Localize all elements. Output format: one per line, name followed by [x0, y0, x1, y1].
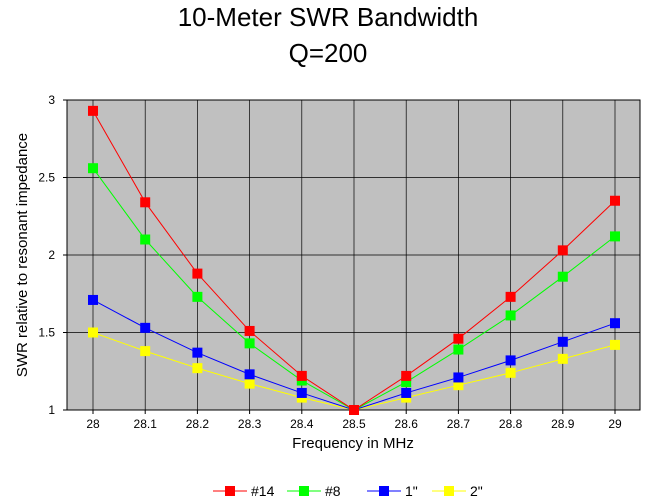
y-tick-label: 1	[48, 403, 55, 417]
legend-label: 2"	[470, 483, 483, 499]
x-tick-label: 28.2	[186, 417, 210, 431]
x-tick-label: 28.3	[238, 417, 262, 431]
legend-marker	[299, 486, 309, 496]
data-point	[296, 387, 307, 398]
data-point	[140, 346, 151, 357]
data-point	[557, 245, 568, 256]
x-tick-label: 28.4	[290, 417, 314, 431]
data-point	[140, 322, 151, 333]
data-point	[610, 231, 620, 242]
legend-label: 1"	[405, 483, 418, 499]
x-tick-label: 28.7	[447, 417, 471, 431]
x-tick-label: 29	[608, 417, 622, 431]
data-point	[88, 105, 98, 116]
legend-label: #8	[325, 483, 341, 499]
data-point	[453, 372, 464, 383]
data-point	[192, 363, 203, 374]
data-point	[296, 370, 307, 381]
series-0	[88, 105, 620, 415]
x-tick-label: 28.6	[395, 417, 419, 431]
legend-marker	[225, 486, 235, 496]
data-point	[401, 370, 412, 381]
data-point	[88, 327, 98, 338]
y-tick-label: 2.5	[38, 171, 55, 185]
legend-label: #14	[251, 483, 275, 499]
x-tick-label: 28.8	[499, 417, 523, 431]
data-point	[610, 318, 620, 329]
data-point	[557, 336, 568, 347]
data-point	[244, 338, 255, 349]
data-point	[244, 325, 255, 336]
legend-item: #8	[287, 483, 341, 499]
y-axis-ticks: 1 1.5 2 2.5 3	[38, 93, 67, 417]
data-point	[88, 294, 98, 305]
legend-marker	[379, 486, 389, 496]
data-point	[192, 347, 203, 358]
data-point	[505, 291, 516, 302]
data-point	[401, 387, 412, 398]
data-point	[192, 291, 203, 302]
x-tick-label: 28.5	[342, 417, 366, 431]
x-tick-label: 28	[86, 417, 100, 431]
legend-item: 1"	[367, 483, 418, 499]
data-point	[192, 268, 203, 279]
data-point	[557, 271, 568, 282]
data-point	[453, 380, 464, 391]
data-point	[610, 195, 620, 206]
data-point	[244, 369, 255, 380]
data-point	[349, 405, 359, 415]
y-tick-label: 1.5	[38, 326, 55, 340]
data-point	[505, 310, 516, 321]
x-axis-title: Frequency in MHz	[292, 435, 414, 452]
data-point	[505, 367, 516, 378]
y-tick-label: 3	[48, 93, 55, 107]
series-layer	[88, 105, 620, 415]
data-point	[401, 377, 412, 388]
data-point	[610, 339, 620, 350]
x-tick-label: 28.9	[551, 417, 575, 431]
data-point	[140, 234, 151, 245]
legend-item: 2"	[432, 483, 483, 499]
x-axis-ticks: 28 28.1 28.2 28.3 28.4 28.5 28.6 28.7 28.8 28.9 29	[86, 410, 622, 431]
legend: #14 #8 1" 2"	[213, 483, 483, 499]
legend-item: #14	[213, 483, 275, 499]
data-point	[505, 355, 516, 366]
chart-title: 10-Meter SWR Bandwidth	[178, 2, 479, 32]
x-tick-label: 28.1	[134, 417, 158, 431]
legend-marker	[444, 486, 454, 496]
chart-subtitle: Q=200	[289, 38, 368, 68]
data-point	[140, 197, 151, 208]
data-point	[453, 344, 464, 355]
y-axis-title: SWR relative to resonant impedance	[14, 133, 31, 377]
data-point	[557, 353, 568, 364]
data-point	[88, 163, 98, 174]
y-tick-label: 2	[48, 248, 55, 262]
data-point	[453, 333, 464, 344]
data-point	[244, 378, 255, 389]
